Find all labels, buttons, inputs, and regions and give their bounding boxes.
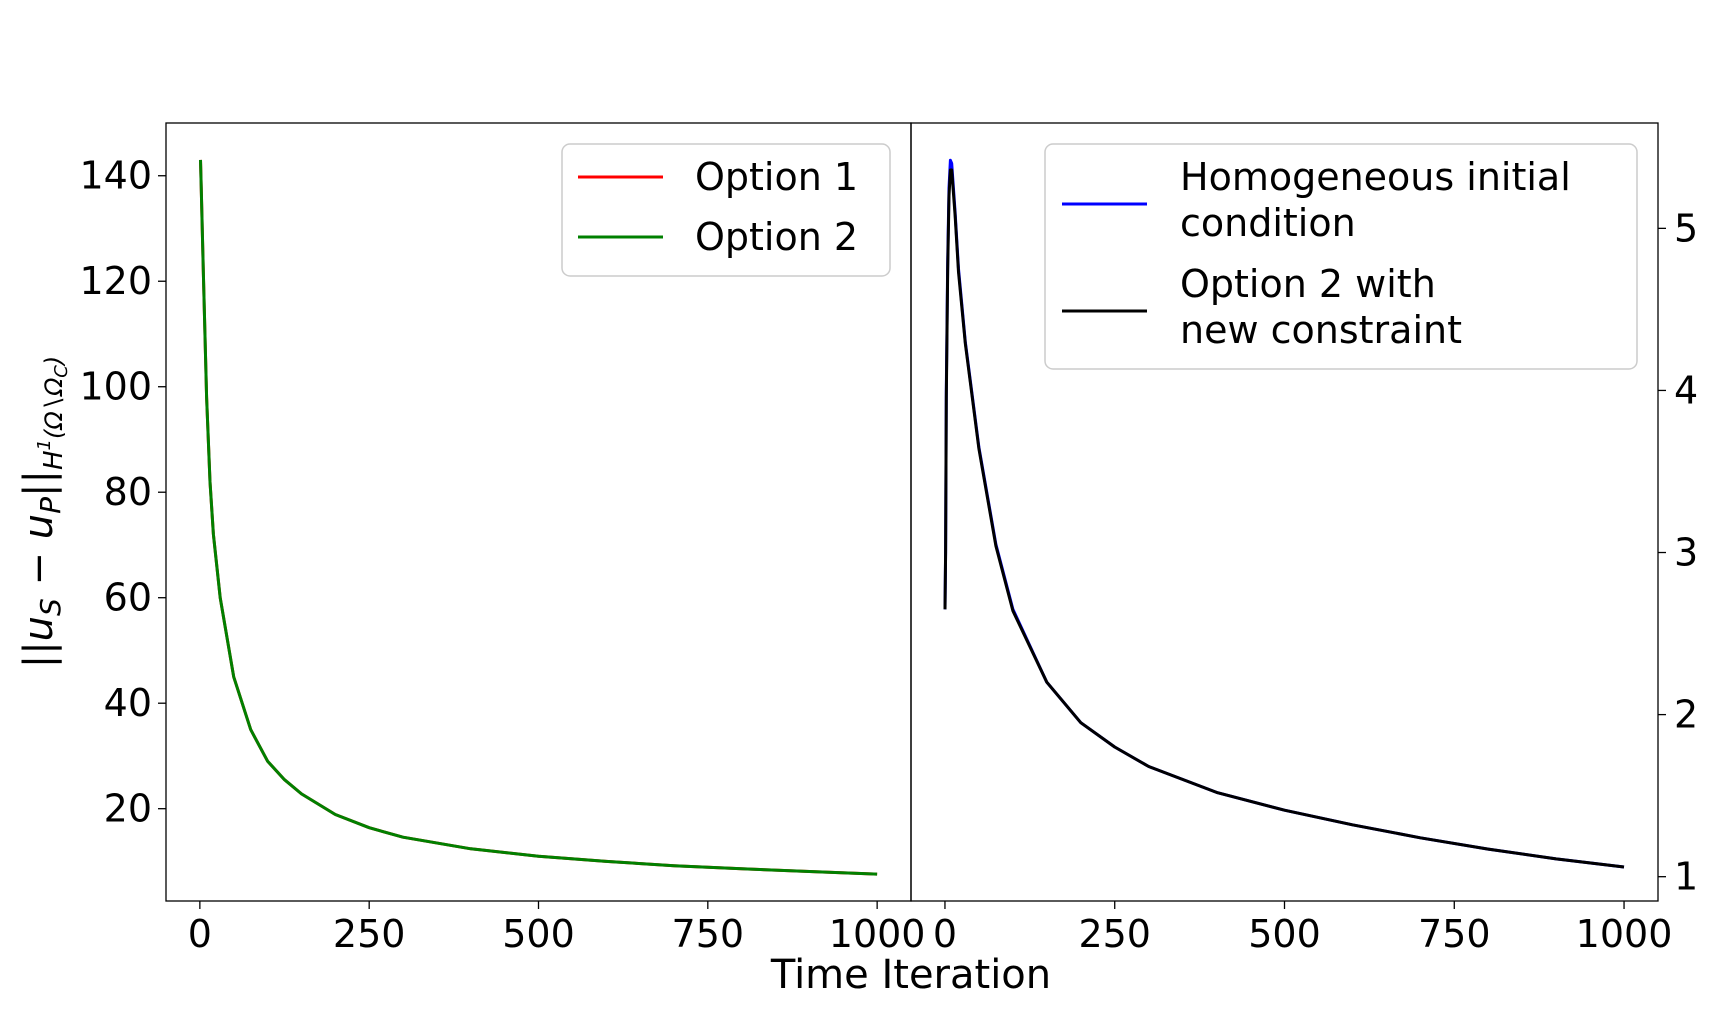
left-legend: Option 1 Option 2 bbox=[561, 143, 891, 277]
left-x-tick-label: 0 bbox=[188, 912, 212, 956]
right-x-ticks: 0 250 500 750 1000 bbox=[933, 901, 1673, 956]
legend-label-option-2: Option 2 bbox=[695, 215, 858, 259]
right-series-option-2-with-new-constraint bbox=[943, 168, 1625, 869]
right-y-tick-label: 4 bbox=[1674, 368, 1698, 412]
left-y-ticks: 20 40 60 80 100 120 140 bbox=[79, 154, 166, 831]
right-y-tick-label: 3 bbox=[1674, 531, 1698, 575]
left-y-tick-label: 120 bbox=[79, 259, 152, 303]
left-x-ticks: 0 250 500 750 1000 bbox=[188, 901, 926, 956]
left-x-tick-label: 750 bbox=[672, 912, 745, 956]
left-y-tick-label: 140 bbox=[79, 154, 152, 198]
left-series-option-2 bbox=[199, 159, 878, 876]
left-y-tick-label: 60 bbox=[104, 576, 152, 620]
left-y-tick-label: 40 bbox=[104, 681, 152, 725]
right-x-tick-label: 750 bbox=[1418, 912, 1491, 956]
left-series-lines bbox=[199, 159, 878, 876]
right-series-lines bbox=[943, 158, 1625, 869]
left-y-tick-label: 100 bbox=[79, 365, 152, 409]
right-x-tick-label: 250 bbox=[1078, 912, 1151, 956]
x-axis-label: Time Iteration bbox=[770, 952, 1051, 998]
right-x-tick-label: 500 bbox=[1248, 912, 1321, 956]
right-axes-frame bbox=[910, 122, 1659, 902]
right-y-tick-label: 2 bbox=[1674, 693, 1698, 737]
right-panel: 0 250 500 750 1000 1 2 3 4 5 Homogeneous initial… bbox=[910, 122, 1698, 956]
left-x-tick-label: 500 bbox=[502, 912, 575, 956]
left-x-tick-label: 250 bbox=[333, 912, 406, 956]
legend-label-option-1: Option 1 bbox=[695, 155, 858, 199]
left-y-tick-label: 20 bbox=[104, 787, 152, 831]
right-y-tick-label: 5 bbox=[1674, 206, 1698, 250]
right-legend: Homogeneous initial condition Option 2 w… bbox=[1044, 143, 1638, 370]
legend-label-homogeneous: Homogeneous initial condition bbox=[1180, 155, 1583, 245]
right-y-ticks: 1 2 3 4 5 bbox=[1658, 206, 1698, 899]
right-x-tick-label: 0 bbox=[933, 912, 957, 956]
left-y-tick-label: 80 bbox=[104, 470, 152, 514]
left-x-tick-label: 1000 bbox=[829, 912, 926, 956]
right-y-tick-label: 1 bbox=[1674, 855, 1698, 899]
right-x-tick-label: 1000 bbox=[1576, 912, 1673, 956]
legend-label-option-2-new-constraint: Option 2 with new constraint bbox=[1180, 262, 1462, 352]
